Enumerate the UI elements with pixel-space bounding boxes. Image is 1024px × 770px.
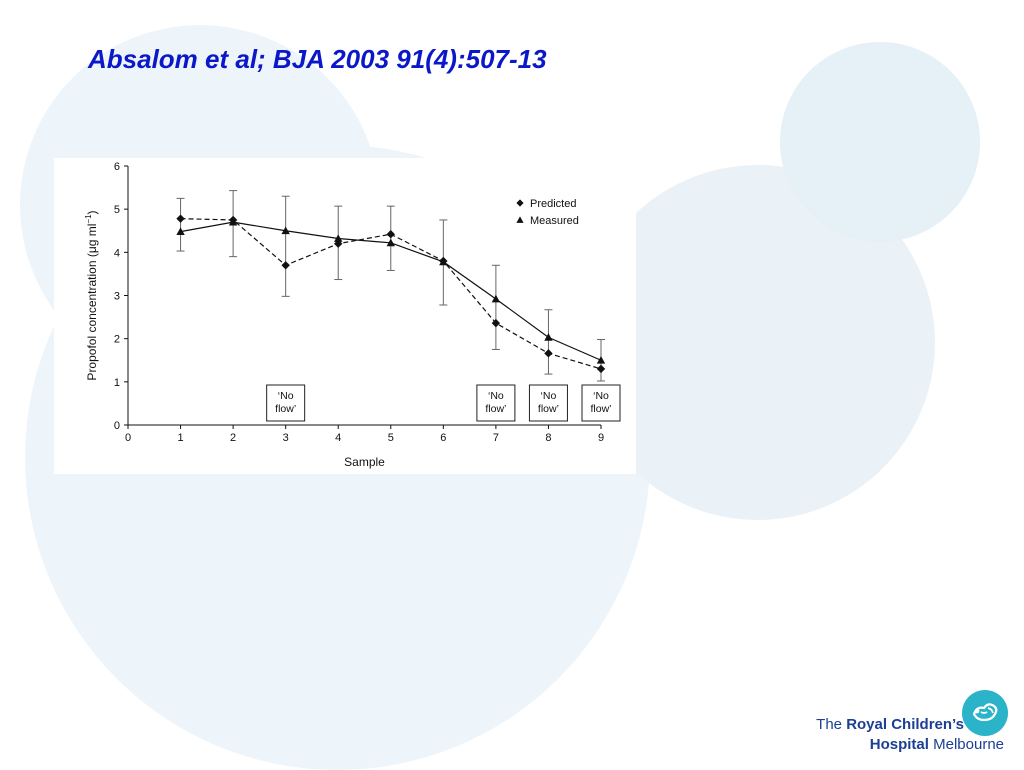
- logo-the: The: [816, 716, 847, 733]
- logo-royal-childrens: Royal Children’s: [846, 716, 964, 733]
- measured-point: [544, 333, 553, 341]
- y-tick-label: 0: [114, 420, 120, 432]
- x-tick-label: 1: [177, 432, 183, 444]
- background-circle: [780, 42, 980, 242]
- x-tick-label: 4: [335, 432, 341, 444]
- legend-label-predicted: Predicted: [530, 198, 576, 210]
- legend-marker-predicted: [516, 199, 524, 207]
- measured-point: [439, 257, 448, 266]
- measured-point: [281, 226, 290, 235]
- predicted-point: [281, 261, 290, 270]
- x-axis-label: Sample: [344, 455, 385, 469]
- x-tick-label: 3: [283, 432, 289, 444]
- chart-panel: 0 1 2 3 4 5 6 7 8 9 0 1 2 3 4 5 6 Sample Propofol concentr…: [54, 158, 636, 474]
- no-flow-box: [581, 384, 621, 422]
- measured-point: [491, 294, 501, 303]
- legend-label-measured: Measured: [530, 215, 579, 227]
- measured-point: [334, 234, 343, 242]
- no-flow-label: ‘No: [488, 390, 504, 402]
- x-tick-label: 6: [440, 432, 446, 444]
- hospital-logo: The Royal Children’s Hospital Melbourne: [800, 690, 1012, 756]
- legend-marker-measured: [516, 216, 524, 223]
- measured-point: [176, 227, 185, 235]
- no-flow-box: [528, 384, 568, 422]
- x-tick-label: 2: [230, 432, 236, 444]
- y-tick-label: 4: [114, 247, 120, 259]
- measured-point: [596, 356, 606, 364]
- no-flow-label: flow’: [590, 403, 611, 415]
- measured-point: [228, 217, 238, 226]
- predicted-point: [596, 364, 606, 374]
- x-tick-label: 0: [125, 432, 131, 444]
- y-tick-label: 5: [114, 204, 120, 216]
- propofol-chart: 0 1 2 3 4 5 6 7 8 9 0 1 2 3 4 5 6 Sample Propofol concentr…: [84, 161, 621, 469]
- measured-point: [386, 238, 395, 247]
- y-tick-label: 6: [114, 161, 120, 173]
- no-flow-label: ‘No: [541, 390, 557, 402]
- x-tick-label: 8: [545, 432, 551, 444]
- no-flow-box: [476, 384, 516, 422]
- logo-line-2: Hospital Melbourne: [870, 736, 1004, 753]
- y-tick-label: 3: [114, 291, 120, 303]
- predicted-point: [386, 230, 395, 239]
- no-flow-label: ‘No: [278, 390, 294, 402]
- no-flow-label: ‘No: [593, 390, 609, 402]
- logo-hospital: Hospital: [869, 736, 929, 753]
- swaddled-baby-icon: [962, 690, 1008, 736]
- x-tick-label: 5: [388, 432, 394, 444]
- no-flow-label: flow’: [485, 403, 506, 415]
- predicted-point: [176, 214, 185, 223]
- no-flow-box: [266, 384, 306, 422]
- no-flow-label: flow’: [275, 403, 296, 415]
- no-flow-label: flow’: [538, 403, 559, 415]
- y-tick-label: 2: [114, 334, 120, 346]
- x-tick-label: 7: [493, 432, 499, 444]
- y-tick-label: 1: [114, 377, 120, 389]
- predicted-point: [491, 318, 501, 328]
- predicted-point: [544, 349, 553, 358]
- logo-melbourne: Melbourne: [928, 736, 1004, 753]
- y-axis-label: Propofol concentration (μg ml−1): [84, 210, 99, 380]
- x-tick-label: 9: [598, 432, 604, 444]
- logo-line-1: The Royal Children’s: [816, 716, 964, 733]
- slide-title: Absalom et al; BJA 2003 91(4):507-13: [88, 44, 547, 74]
